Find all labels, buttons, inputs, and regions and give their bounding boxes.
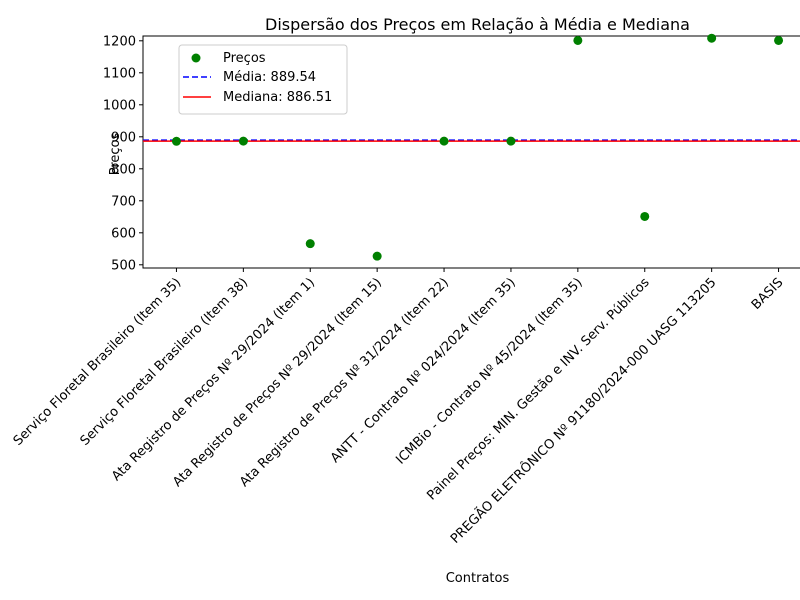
data-point: [506, 136, 516, 146]
y-tick-label: 700: [111, 194, 136, 209]
chart-title: Dispersão dos Preços em Relação à Média …: [265, 15, 690, 34]
data-point: [238, 136, 248, 146]
y-tick-label: 1000: [103, 98, 136, 113]
data-point: [305, 239, 315, 249]
legend-marker-precos: [191, 53, 201, 63]
legend-frame: [178, 44, 348, 115]
legend-label-mediana: Mediana: 886.51: [223, 90, 332, 105]
data-point: [774, 35, 784, 45]
data-point: [372, 251, 382, 261]
legend-label-precos: Preços: [223, 51, 266, 66]
data-point: [439, 136, 449, 146]
y-tick-label: 900: [111, 130, 136, 145]
y-tick-label: 1100: [103, 66, 136, 81]
legend: Preços Média: 889.54 Mediana: 886.51: [178, 44, 348, 115]
y-tick-label: 1200: [103, 34, 136, 49]
plot-frame: [142, 35, 800, 269]
data-point: [707, 33, 717, 43]
data-point: [573, 35, 583, 45]
y-tick-label: 800: [111, 162, 136, 177]
x-axis-label: Contratos: [446, 571, 510, 586]
data-point: [171, 136, 181, 146]
y-tick-label: 500: [111, 258, 136, 273]
y-axis-label: Preços: [108, 133, 123, 176]
legend-label-media: Média: 889.54: [223, 70, 316, 85]
data-point: [640, 211, 650, 221]
y-tick-label: 600: [111, 226, 136, 241]
